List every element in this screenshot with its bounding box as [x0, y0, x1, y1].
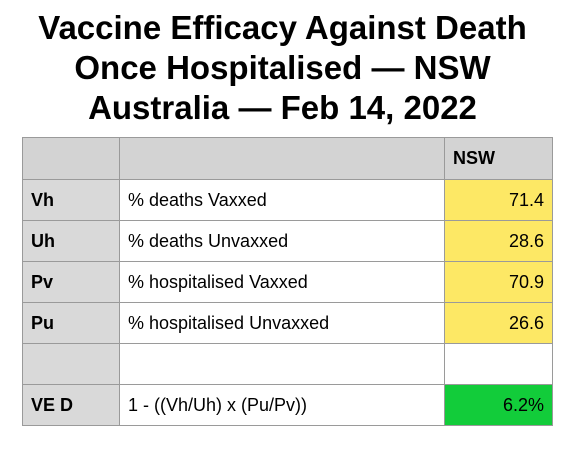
row-description: 1 - ((Vh/Uh) x (Pu/Pv))	[119, 384, 445, 426]
row-label: Uh	[22, 220, 120, 262]
table-row: Uh % deaths Unvaxxed 28.6	[22, 220, 553, 262]
row-description: % hospitalised Unvaxxed	[119, 302, 445, 344]
title-line-2: Once Hospitalised — NSW	[74, 49, 491, 86]
row-description	[119, 343, 445, 385]
title-line-3: Australia — Feb 14, 2022	[88, 89, 477, 126]
table-row-empty	[22, 343, 553, 385]
row-value: 26.6	[444, 302, 553, 344]
table-header-row: NSW	[22, 137, 553, 180]
row-label: Pv	[22, 261, 120, 303]
row-description: % deaths Vaxxed	[119, 179, 445, 221]
row-value: 71.4	[444, 179, 553, 221]
row-label	[22, 343, 120, 385]
row-value: 70.9	[444, 261, 553, 303]
row-value: 28.6	[444, 220, 553, 262]
header-cell-label	[22, 137, 120, 180]
header-cell-description	[119, 137, 445, 180]
row-description: % hospitalised Vaxxed	[119, 261, 445, 303]
table-row: Vh % deaths Vaxxed 71.4	[22, 179, 553, 221]
table-row: Pv % hospitalised Vaxxed 70.9	[22, 261, 553, 303]
title-line-1: Vaccine Efficacy Against Death	[38, 9, 527, 46]
table-row: Pu % hospitalised Unvaxxed 26.6	[22, 302, 553, 344]
row-description: % deaths Unvaxxed	[119, 220, 445, 262]
table-row-result: VE D 1 - ((Vh/Uh) x (Pu/Pv)) 6.2%	[22, 384, 553, 426]
row-label: Vh	[22, 179, 120, 221]
header-cell-nsw: NSW	[444, 137, 553, 180]
row-label: Pu	[22, 302, 120, 344]
row-label: VE D	[22, 384, 120, 426]
row-value	[444, 343, 553, 385]
row-value-result: 6.2%	[444, 384, 553, 426]
page-title: Vaccine Efficacy Against Death Once Hosp…	[0, 8, 565, 128]
efficacy-table: NSW Vh % deaths Vaxxed 71.4 Uh % deaths …	[22, 137, 553, 426]
